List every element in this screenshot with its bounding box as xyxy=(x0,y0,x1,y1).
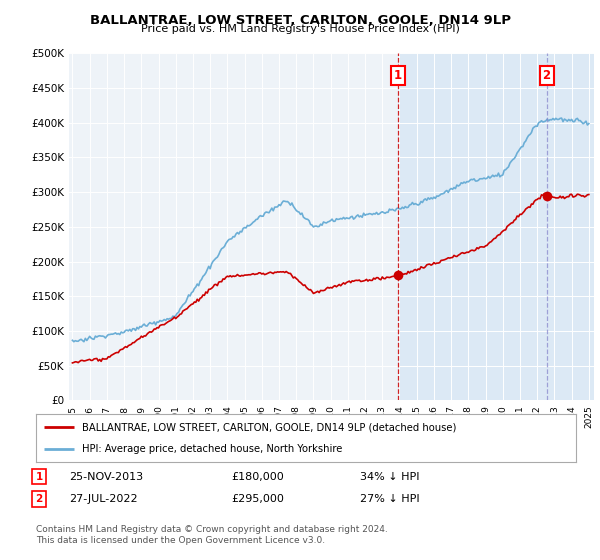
Text: 1: 1 xyxy=(35,472,43,482)
Text: £295,000: £295,000 xyxy=(231,494,284,504)
Bar xyxy=(398,53,594,400)
Text: 27% ↓ HPI: 27% ↓ HPI xyxy=(360,494,419,504)
Text: BALLANTRAE, LOW STREET, CARLTON, GOOLE, DN14 9LP: BALLANTRAE, LOW STREET, CARLTON, GOOLE, … xyxy=(89,14,511,27)
Text: 27-JUL-2022: 27-JUL-2022 xyxy=(69,494,137,504)
Text: Contains HM Land Registry data © Crown copyright and database right 2024.
This d: Contains HM Land Registry data © Crown c… xyxy=(36,525,388,545)
Text: £180,000: £180,000 xyxy=(231,472,284,482)
Text: 2: 2 xyxy=(35,494,43,504)
Text: 34% ↓ HPI: 34% ↓ HPI xyxy=(360,472,419,482)
Text: 25-NOV-2013: 25-NOV-2013 xyxy=(69,472,143,482)
Text: HPI: Average price, detached house, North Yorkshire: HPI: Average price, detached house, Nort… xyxy=(82,444,342,454)
Text: BALLANTRAE, LOW STREET, CARLTON, GOOLE, DN14 9LP (detached house): BALLANTRAE, LOW STREET, CARLTON, GOOLE, … xyxy=(82,422,456,432)
Text: 2: 2 xyxy=(542,69,551,82)
Text: Price paid vs. HM Land Registry's House Price Index (HPI): Price paid vs. HM Land Registry's House … xyxy=(140,24,460,34)
Text: 1: 1 xyxy=(394,69,402,82)
